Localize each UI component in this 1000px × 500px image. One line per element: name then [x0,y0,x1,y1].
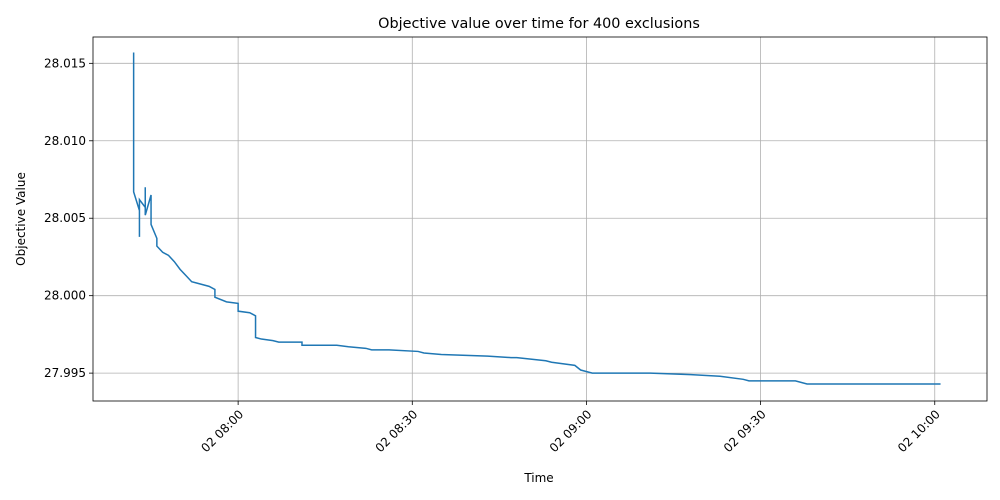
chart-title: Objective value over time for 400 exclus… [378,16,700,32]
y-tick-label: 28.000 [44,289,86,303]
x-tick-label: 02 09:30 [721,407,769,455]
y-tick-label: 28.010 [44,134,86,148]
plot-frame [92,36,988,402]
x-tick-label: 02 08:30 [373,407,421,455]
y-axis-label: Objective Value [14,172,28,266]
y-tick-label: 27.995 [44,366,86,380]
y-tick-label: 28.015 [44,56,86,70]
x-tick-label: 02 09:00 [547,407,595,455]
x-tick-label: 02 10:00 [895,407,943,455]
x-axis-label: Time [523,471,553,485]
y-tick-label: 28.005 [44,211,86,225]
x-tick-label: 02 08:00 [198,407,246,455]
data-line [132,52,941,385]
